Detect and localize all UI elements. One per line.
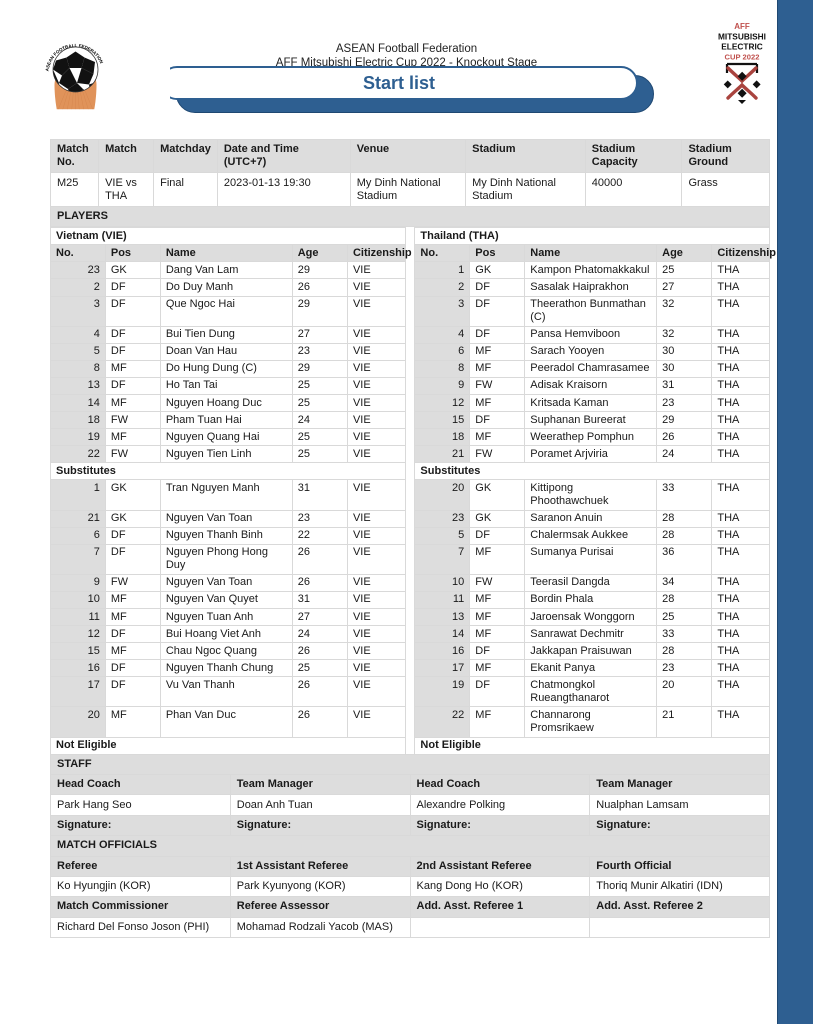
svg-text:ELECTRIC: ELECTRIC bbox=[721, 42, 763, 52]
svg-text:CUP 2022: CUP 2022 bbox=[725, 53, 760, 62]
svg-text:AFF: AFF bbox=[734, 22, 750, 31]
svg-text:MITSUBISHI: MITSUBISHI bbox=[718, 32, 766, 42]
